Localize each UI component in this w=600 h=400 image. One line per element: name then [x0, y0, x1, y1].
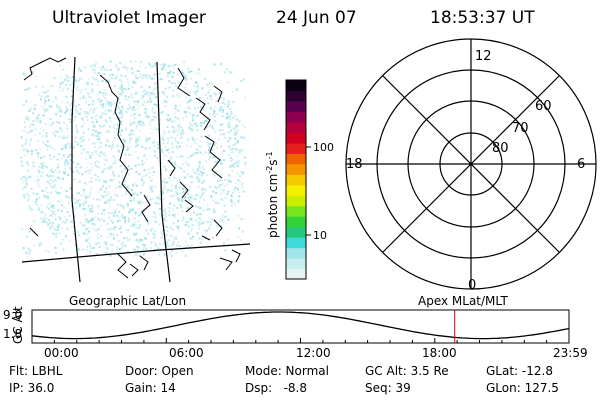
polar-plot	[345, 38, 597, 290]
apex-panel-label: Apex MLat/MLT	[418, 294, 508, 308]
colorbar-segment	[286, 142, 306, 154]
x-tick-1800: 18:00	[422, 346, 457, 360]
colorbar-segment	[286, 90, 306, 102]
timeline-axis-label: GC Alt	[11, 306, 25, 344]
x-tick-0000: 00:00	[44, 346, 79, 360]
flt-info: Flt: LBHL	[9, 364, 63, 378]
mlat-label-70: 70	[512, 121, 529, 136]
colorbar-segment	[286, 153, 306, 165]
colorbar-tick-10: 10	[313, 229, 327, 242]
x-tick-2359: 23:59	[553, 346, 588, 360]
gcalt-info: GC Alt: 3.5 Re	[365, 364, 449, 378]
colorbar-segment	[286, 205, 306, 217]
x-tick-0600: 06:00	[169, 346, 204, 360]
date-label: 24 Jun 07	[276, 8, 357, 28]
colorbar-segment	[286, 237, 306, 249]
colorbar-segment	[286, 184, 306, 196]
app-title: Ultraviolet Imager	[52, 8, 206, 28]
orbit-altitude-curve	[31, 311, 570, 340]
meridian-line	[156, 61, 171, 283]
colorbar-segment	[286, 121, 306, 133]
colorbar-segment	[286, 195, 306, 207]
parallel-line	[21, 243, 251, 263]
colorbar-segment	[286, 132, 306, 144]
ip-info: IP: 36.0	[9, 381, 55, 395]
y-tick-9: 9.0	[3, 308, 22, 322]
mlt-label-18: 18	[346, 157, 363, 172]
meridian-line	[71, 56, 81, 283]
uv-intensity-speckle	[20, 60, 247, 257]
colorbar-segment	[286, 80, 306, 92]
colorbar-segment	[286, 111, 306, 123]
glat-info: GLat: -12.8	[486, 364, 553, 378]
mlt-label-12: 12	[475, 49, 492, 64]
mode-info: Mode: Normal	[245, 364, 329, 378]
mlat-label-60: 60	[535, 99, 552, 114]
y-tick-1-8: 1.8	[3, 327, 22, 341]
colorbar-segment	[286, 268, 306, 280]
colorbar-unit-label: photon cm-2s-1	[265, 151, 280, 238]
colorbar-segment	[286, 258, 306, 270]
colorbar-segment	[286, 174, 306, 186]
colorbar-segment	[286, 226, 306, 238]
colorbar-segment	[286, 216, 306, 228]
door-info: Door: Open	[125, 364, 194, 378]
colorbar-tick-100: 100	[313, 141, 334, 154]
glon-info: GLon: 127.5	[486, 381, 559, 395]
dsp-info: Dsp: -8.8	[245, 381, 308, 395]
coastline	[23, 57, 241, 279]
timeline-x-ticks	[31, 338, 570, 343]
colorbar-segment	[286, 247, 306, 259]
colorbar	[286, 80, 306, 280]
mlt-label-6: 6	[577, 157, 585, 172]
polar-diagonal	[382, 75, 560, 253]
seq-info: Seq: 39	[365, 381, 411, 395]
x-tick-1200: 12:00	[296, 346, 331, 360]
mlat-label-80: 80	[492, 141, 509, 156]
colorbar-segment	[286, 100, 306, 113]
time-label: 18:53:37 UT	[430, 8, 535, 28]
gain-info: Gain: 14	[125, 381, 176, 395]
colorbar-frame	[285, 79, 307, 280]
geographic-image-panel	[20, 56, 251, 283]
geographic-panel-label: Geographic Lat/Lon	[69, 294, 187, 308]
colorbar-segment	[286, 163, 306, 175]
mlt-label-0: 0	[468, 278, 476, 293]
